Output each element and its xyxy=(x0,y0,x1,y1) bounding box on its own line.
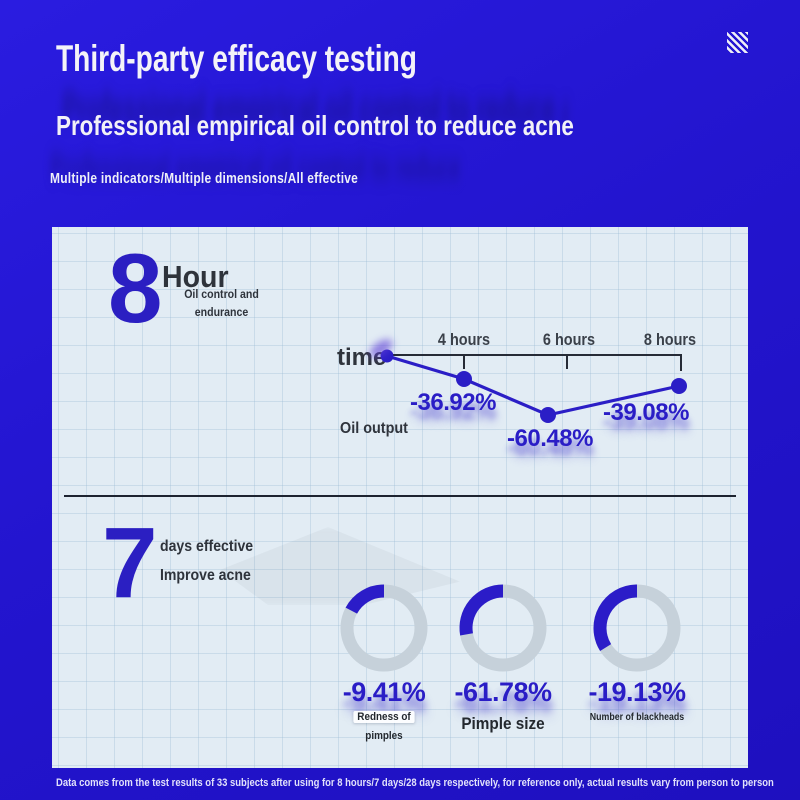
line-series xyxy=(380,349,687,423)
donut-label-redness-line1: Redness of xyxy=(353,711,415,723)
diagonal-stripes-icon xyxy=(727,32,748,53)
big-number-7: 7 xyxy=(102,507,158,619)
day-block-line1: days effective xyxy=(160,538,254,555)
donut-chart xyxy=(459,584,547,672)
donut-label-pimple-size: Pimple size xyxy=(461,714,545,733)
tick-label-6-hours: 6 hours xyxy=(542,330,596,349)
hour-unit-label: Hour xyxy=(162,259,229,294)
hour-caption-line1: Oil control and xyxy=(184,289,259,301)
donut-label-blackheads: Number of blackheads xyxy=(589,712,685,723)
data-label-6-hours: -60.48% xyxy=(507,425,593,452)
data-label-8-hours: -39.08% xyxy=(603,399,689,426)
tagline: Multiple indicators/Multiple dimensions/… xyxy=(50,170,359,187)
donut-value-blackheads: -19.13% xyxy=(588,677,686,707)
data-label-4-hours: -36.92% xyxy=(410,389,496,416)
tick-label-4-hours: 4 hours xyxy=(437,330,491,349)
x-axis-line xyxy=(386,354,682,371)
donut-chart xyxy=(340,584,428,672)
donut-value-pimple-size: -61.78% xyxy=(454,677,552,707)
day-block-line2: Improve acne xyxy=(160,567,251,584)
oil-line-chart xyxy=(380,349,687,423)
donut-chart xyxy=(593,584,681,672)
series-label: Oil output xyxy=(340,420,408,437)
page-title: Third-party efficacy testing xyxy=(56,38,417,79)
hour-caption-line2: endurance xyxy=(194,306,249,319)
results-card: 8 Hour Oil control and endurance time 4 … xyxy=(52,227,748,768)
footer-disclaimer: Data comes from the test results of 33 s… xyxy=(56,777,774,789)
hour-caption: Oil control and endurance xyxy=(170,287,273,323)
tick-label-8-hours: 8 hours xyxy=(643,330,697,349)
donut-value-redness: -9.41% xyxy=(342,677,426,707)
axis-ticks xyxy=(463,355,568,369)
donut-label-redness: Redness of pimples xyxy=(330,708,438,745)
page-subtitle: Professional empirical oil control to re… xyxy=(56,110,574,141)
big-number-8: 8 xyxy=(108,233,162,343)
section-divider xyxy=(64,495,736,497)
donut-label-redness-line2: pimples xyxy=(365,729,403,742)
